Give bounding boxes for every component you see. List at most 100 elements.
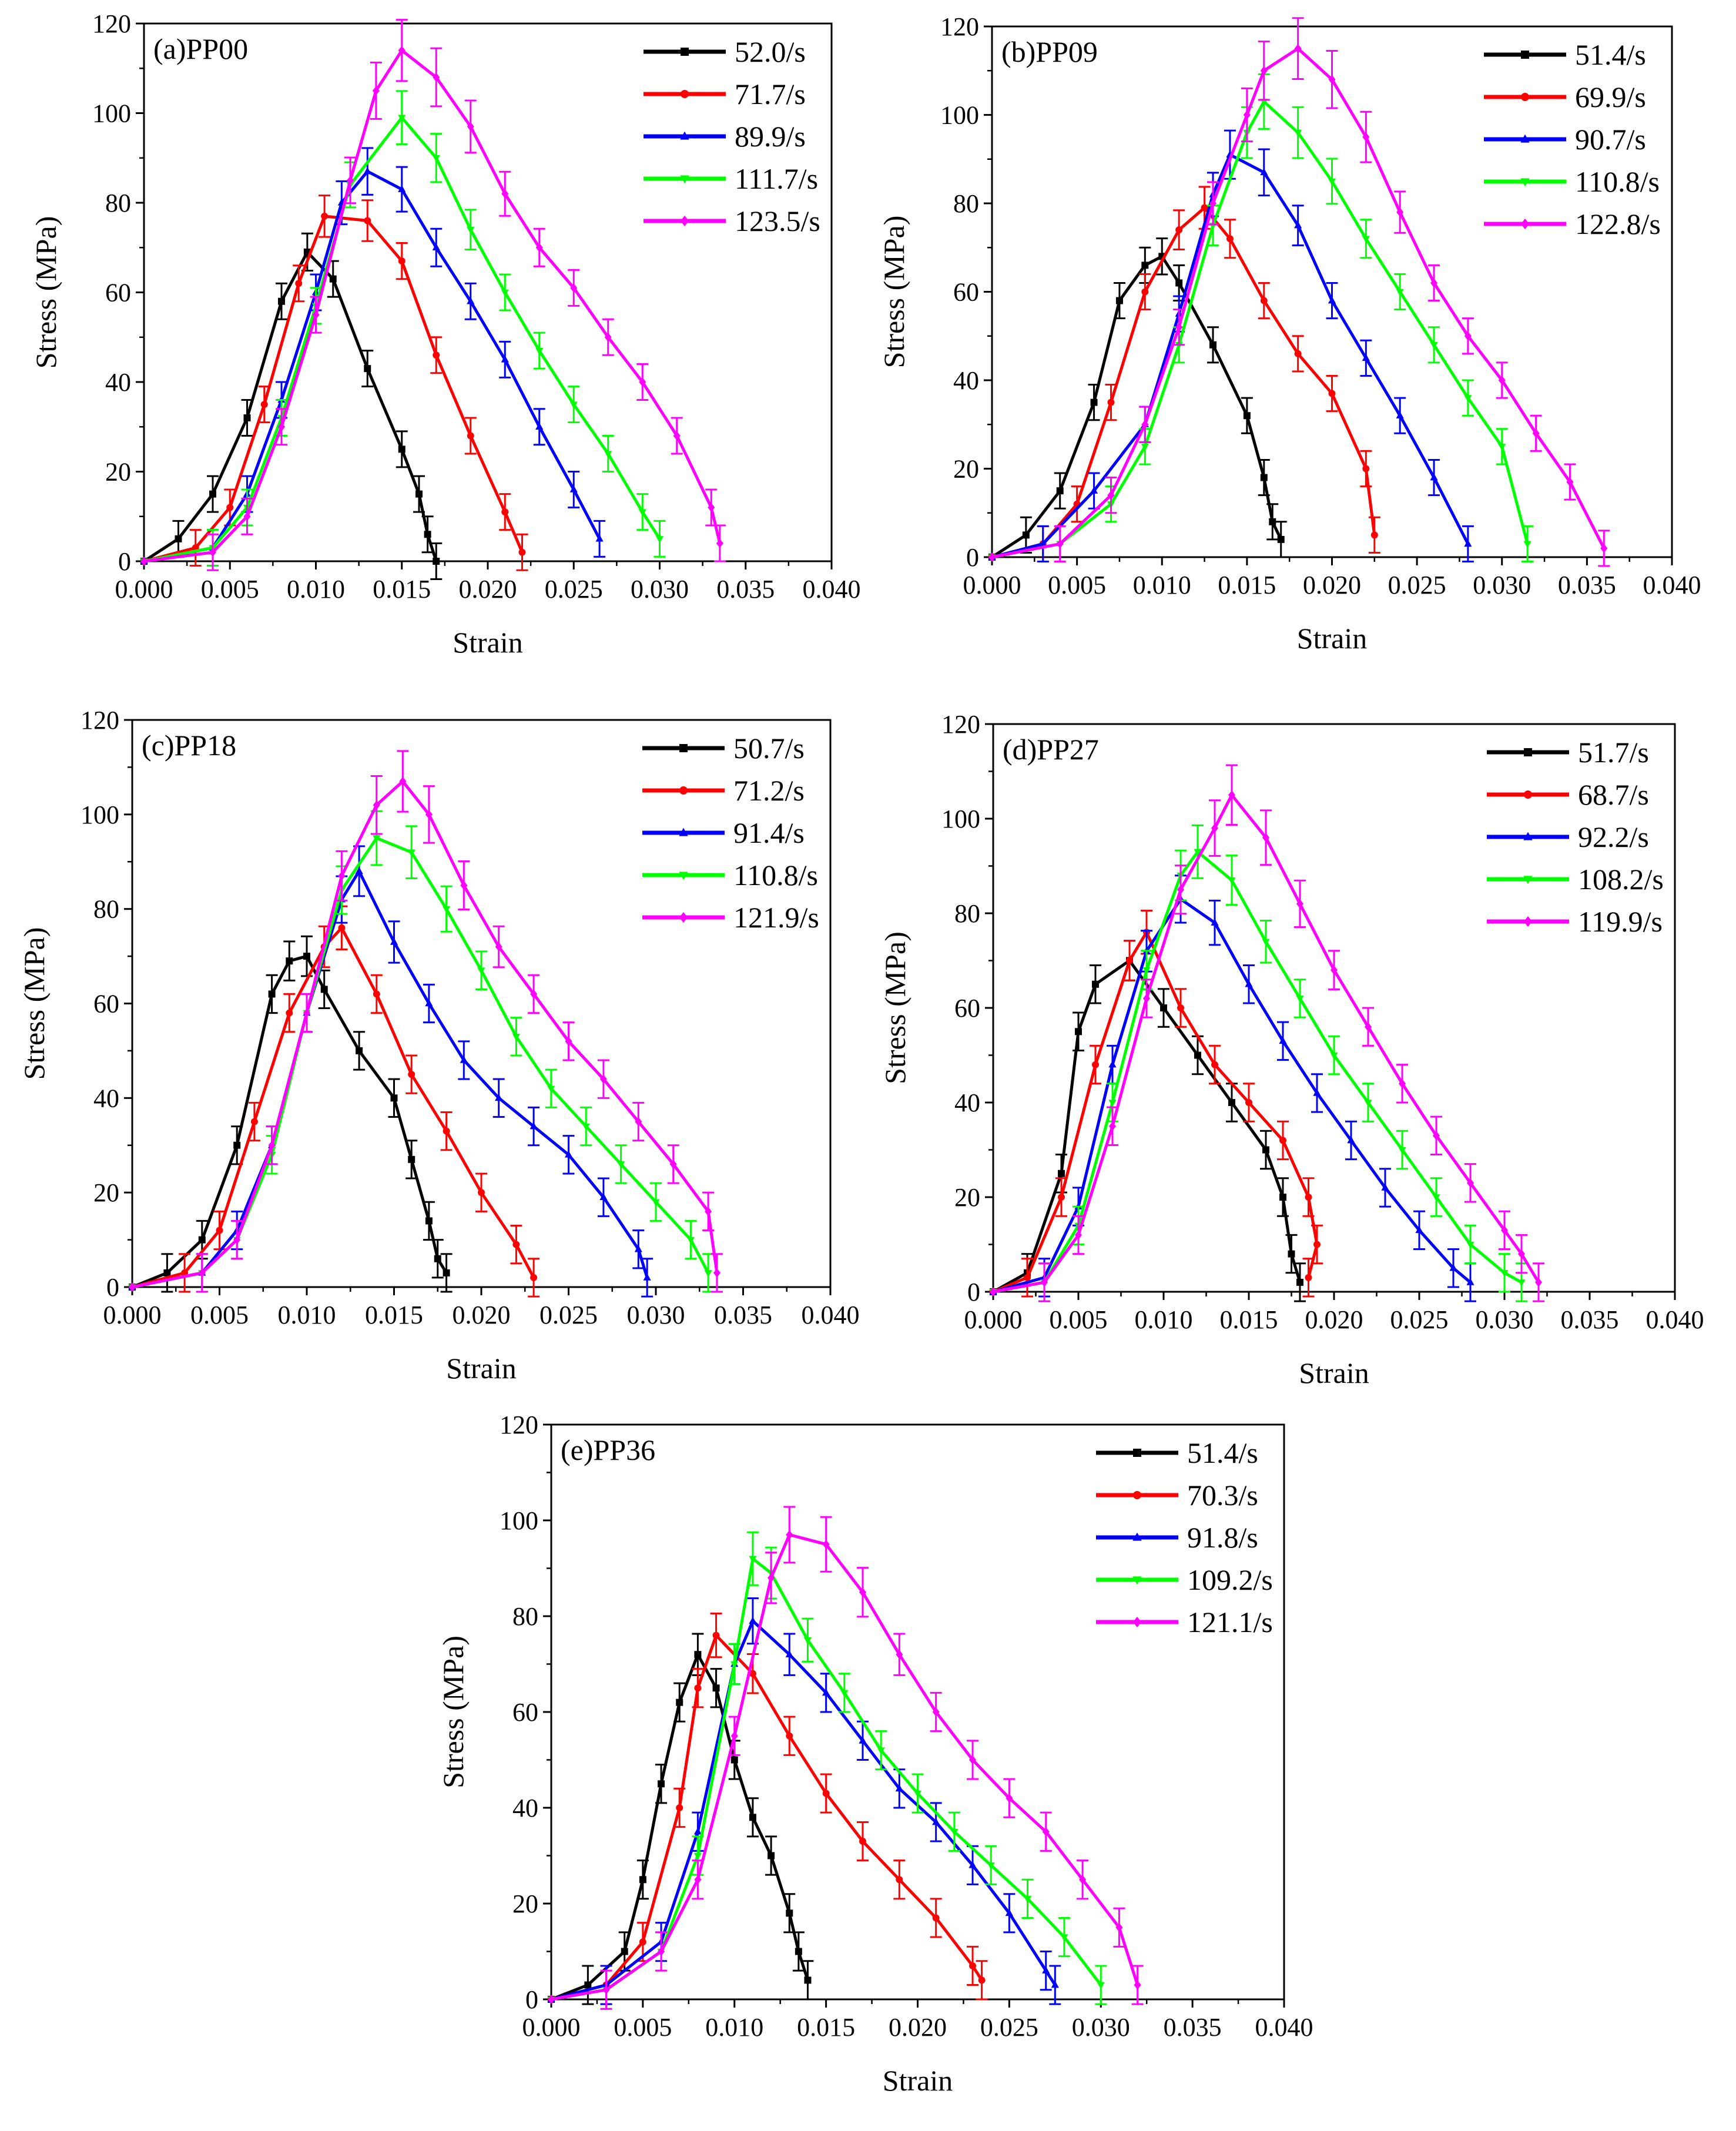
y-axis-title: Stress (MPa) <box>879 932 911 1084</box>
data-point <box>1115 297 1123 304</box>
data-point <box>896 1876 903 1884</box>
data-point <box>1177 1004 1184 1011</box>
panel-title: (e)PP36 <box>561 1433 655 1466</box>
data-point <box>1305 1194 1312 1201</box>
data-point <box>1362 465 1370 473</box>
data-point <box>1331 965 1338 975</box>
data-point <box>840 1690 849 1697</box>
x-tick-label: 0.035 <box>716 575 775 604</box>
legend-label: 52.0/s <box>735 35 806 68</box>
series-line <box>551 1557 1102 2001</box>
data-point <box>749 1814 756 1821</box>
legend-marker <box>1521 218 1529 230</box>
legend-marker <box>1521 51 1529 59</box>
legend-marker <box>1521 93 1529 101</box>
data-point <box>686 1237 695 1244</box>
series-69.9/s <box>988 186 1380 563</box>
data-point <box>408 1071 415 1078</box>
chart-panel-c: 0.000 0.005 0.010 0.015 0.020 0.025 0.030 0.035… <box>18 706 860 1385</box>
data-point <box>1056 539 1064 549</box>
data-point <box>768 1573 775 1583</box>
data-point <box>1532 428 1540 438</box>
data-point <box>415 490 423 498</box>
series-line <box>143 250 438 563</box>
data-point <box>535 423 544 430</box>
data-point <box>1056 487 1064 495</box>
legend-marker <box>1524 916 1532 927</box>
data-point <box>1328 75 1336 85</box>
data-point <box>565 1037 572 1046</box>
x-axis-title: Strain <box>446 1352 516 1385</box>
data-point <box>1305 1274 1312 1281</box>
data-point <box>1245 980 1253 987</box>
data-point <box>1075 1028 1082 1036</box>
series-line <box>991 254 1282 559</box>
data-point <box>804 1976 812 1984</box>
data-point <box>425 810 433 819</box>
y-tick-label: 60 <box>512 1698 538 1727</box>
y-tick-label: 120 <box>940 12 979 41</box>
data-point <box>604 451 612 458</box>
series-51.4/s <box>548 1633 814 2005</box>
data-point <box>1201 204 1208 212</box>
x-tick-label: 0.005 <box>614 2013 672 2042</box>
data-point <box>373 990 380 998</box>
data-point <box>398 445 405 453</box>
y-tick-label: 120 <box>500 1410 538 1439</box>
data-point <box>548 1995 555 2004</box>
data-point <box>859 1736 867 1744</box>
data-point <box>1279 1194 1286 1201</box>
data-point <box>1328 296 1336 304</box>
data-point <box>433 72 440 82</box>
x-tick-label: 0.025 <box>1388 571 1446 599</box>
legend-label: 121.1/s <box>1187 1606 1273 1639</box>
data-point <box>1022 531 1030 539</box>
data-point <box>658 1780 665 1788</box>
x-tick-label: 0.010 <box>287 575 345 604</box>
data-point <box>712 1631 720 1639</box>
y-tick-label: 120 <box>941 710 980 739</box>
data-point <box>1141 288 1149 296</box>
data-point <box>1566 477 1574 487</box>
series-121.9/s <box>129 750 723 1293</box>
data-point <box>530 1274 538 1281</box>
data-point <box>1058 1194 1065 1201</box>
data-point <box>1143 994 1150 1003</box>
series-89.9/s <box>140 147 606 567</box>
data-point <box>1328 390 1336 397</box>
data-point <box>432 155 440 162</box>
data-point <box>1226 235 1234 243</box>
data-point <box>822 1688 830 1696</box>
data-point <box>1107 490 1115 500</box>
data-point <box>694 1684 702 1692</box>
data-point <box>1260 474 1268 481</box>
data-point <box>795 1948 802 1955</box>
data-point <box>347 176 354 185</box>
data-point <box>716 538 723 548</box>
data-point <box>1194 1051 1201 1059</box>
data-point <box>1362 132 1370 142</box>
data-point <box>425 999 433 1007</box>
data-point <box>216 1227 223 1234</box>
x-tick-label: 0.035 <box>714 1301 772 1329</box>
data-point <box>621 1948 628 1955</box>
data-point <box>658 1946 665 1956</box>
data-point <box>1432 1194 1440 1202</box>
series-110.8/s <box>128 810 715 1293</box>
data-point <box>1126 957 1133 964</box>
legend-label: 121.9/s <box>733 901 819 934</box>
data-point <box>1370 531 1378 539</box>
series-123.5/s <box>140 19 726 571</box>
x-tick-label: 0.030 <box>627 1301 685 1329</box>
data-point <box>634 1245 642 1252</box>
data-point <box>433 351 440 359</box>
legend-label: 109.2/s <box>1187 1563 1273 1596</box>
data-point <box>1296 1278 1303 1286</box>
data-point <box>1141 420 1149 430</box>
data-point <box>1365 1022 1372 1031</box>
legend-label: 51.7/s <box>1578 736 1649 769</box>
data-point <box>398 45 405 55</box>
data-point <box>1039 540 1047 547</box>
data-point <box>803 1637 812 1644</box>
data-point <box>372 86 380 96</box>
